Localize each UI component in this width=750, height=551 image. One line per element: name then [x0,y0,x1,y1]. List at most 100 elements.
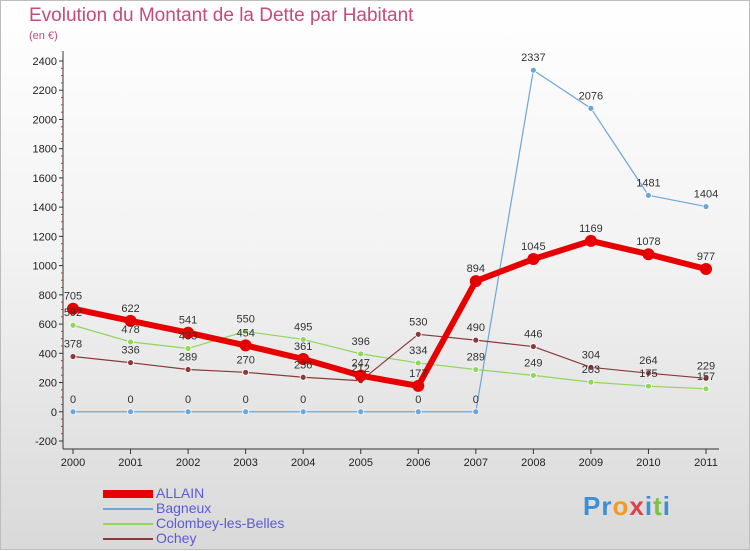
data-label: 175 [639,368,657,380]
data-point [242,408,250,416]
data-label: 478 [121,324,139,336]
data-label: 378 [64,339,82,351]
data-label: 541 [179,315,197,327]
data-label: 530 [409,316,427,328]
x-tick-label: 2004 [291,457,315,469]
x-tick-label: 2001 [118,457,142,469]
data-point [67,302,79,315]
y-tick-label: 1200 [33,231,57,243]
data-label: 433 [179,330,197,342]
data-label: 157 [697,371,715,383]
data-label: 454 [236,327,254,339]
data-point [472,408,480,416]
data-point [702,374,710,382]
data-label: 334 [409,345,427,357]
data-point [354,369,367,382]
data-label: 490 [467,322,485,334]
data-label: 270 [236,354,254,366]
data-label: 247 [352,358,370,370]
y-tick-label: 400 [39,348,57,360]
data-label: 0 [243,394,249,406]
data-point [184,408,192,416]
data-point [702,385,710,393]
data-label: 396 [352,336,370,348]
legend-label: Colombey-les-Belles [156,515,285,531]
data-point [414,359,422,367]
data-point [239,339,252,352]
data-label: 2337 [521,52,545,64]
data-label: 1169 [579,223,603,235]
proxiti-logo: Proxiti [583,491,671,521]
data-label: 495 [294,321,312,333]
data-point [700,262,712,275]
data-label: 592 [64,307,82,319]
legend-swatch [103,523,153,525]
y-tick-label: 1000 [33,261,57,273]
data-point [69,321,77,329]
series-line-colombey-les-belles [72,324,707,390]
data-label: 0 [415,394,421,406]
data-point [124,314,137,327]
x-tick-label: 2000 [61,457,85,469]
data-label: 550 [236,313,254,325]
legend-swatch [103,490,153,498]
data-label: 264 [639,355,657,367]
data-point [299,373,307,381]
data-point [69,353,77,360]
data-label: 705 [64,291,82,303]
data-label: 2076 [579,90,603,102]
legend-label: Ochey [156,530,197,546]
data-point [184,345,192,352]
data-label: 361 [294,341,312,353]
data-label: 894 [467,263,485,275]
data-point [182,326,195,339]
legend-label: ALLAIN [156,485,205,501]
x-tick-label: 2005 [348,457,372,469]
data-label: 177 [409,368,427,380]
data-point [645,369,652,377]
x-tick-label: 2011 [694,457,718,469]
y-tick-label: 800 [39,290,57,302]
data-label: 229 [697,360,715,372]
chart-subtitle: (en €) [29,30,58,42]
y-tick-label: 2000 [33,114,57,126]
x-tick-label: 2008 [521,457,545,469]
y-tick-label: 2200 [33,85,57,97]
data-label: 304 [582,349,600,361]
data-point [299,408,307,416]
data-point [412,379,425,392]
legend-label: Bagneux [156,500,212,516]
data-point [242,368,250,376]
chart-title: Evolution du Montant de la Dette par Hab… [29,5,414,26]
series-line-ochey [72,333,707,382]
data-point [472,366,480,373]
data-point [529,66,537,74]
x-tick-label: 2007 [464,457,488,469]
series-line-bagneux [73,69,707,413]
series-line-allain [72,237,707,389]
x-tick-label: 2006 [406,457,430,469]
data-point [414,330,422,338]
data-label: 622 [121,303,139,315]
x-tick-label: 2009 [579,457,603,469]
data-point [529,371,537,379]
data-point [184,366,192,373]
data-point [587,104,595,112]
y-tick-label: 1800 [33,144,57,156]
data-point [529,343,537,350]
data-label: 236 [294,359,312,371]
legend-swatch [103,508,153,510]
y-tick-label: -200 [35,436,57,448]
data-point [645,191,652,199]
data-point [414,408,422,416]
x-tick-label: 2002 [176,457,200,469]
data-label: 0 [358,394,364,406]
data-label: 977 [697,251,715,263]
data-point [357,350,365,358]
data-point [127,359,134,367]
x-tick-label: 2010 [636,457,660,469]
data-label: 0 [127,394,133,406]
data-point [584,234,597,247]
data-point [587,363,595,371]
